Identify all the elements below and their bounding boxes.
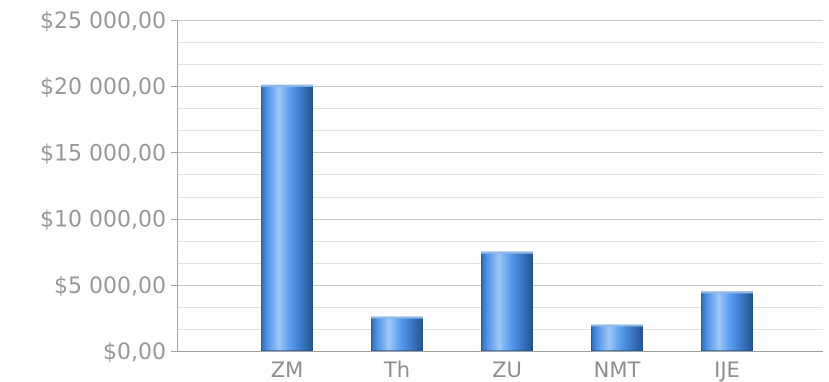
y-tick-label: $5 000,00 xyxy=(54,274,166,299)
bar-th xyxy=(371,316,423,351)
bar-body xyxy=(591,324,643,351)
bar-body xyxy=(481,251,533,351)
bar-cap xyxy=(371,316,423,319)
bars xyxy=(261,84,753,352)
bar-zm xyxy=(261,84,313,351)
y-tick-label: $15 000,00 xyxy=(40,141,166,166)
bar-ije xyxy=(701,291,753,352)
x-axis-category-labels: ZM Th ZU NMT IJE xyxy=(271,358,740,382)
bar-cap xyxy=(701,291,753,294)
axes xyxy=(171,20,823,352)
bar-nmt xyxy=(591,324,643,351)
bar-body xyxy=(701,291,753,351)
x-category-label: NMT xyxy=(594,358,641,382)
x-category-label: IJE xyxy=(714,358,740,382)
y-tick-label: $10 000,00 xyxy=(40,208,166,233)
bar-cap xyxy=(481,251,533,254)
bar-body xyxy=(261,84,313,351)
bar-body xyxy=(371,316,423,351)
bar-cap xyxy=(591,324,643,327)
x-category-label: Th xyxy=(383,358,410,382)
bar-zu xyxy=(481,251,533,351)
y-tick-label: $0,00 xyxy=(103,340,166,365)
bar-cap xyxy=(261,84,313,87)
x-category-label: ZU xyxy=(492,358,522,382)
y-tick-label: $20 000,00 xyxy=(40,75,166,100)
x-category-label: ZM xyxy=(271,358,304,382)
y-tick-label: $25 000,00 xyxy=(40,9,166,34)
y-axis-tick-labels: $0,00 $5 000,00 $10 000,00 $15 000,00 $20 00… xyxy=(40,9,166,365)
